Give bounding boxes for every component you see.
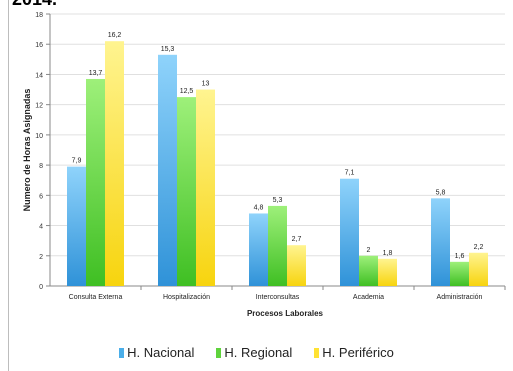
y-tick-label: 16: [35, 42, 43, 49]
bar-2-4: [469, 252, 488, 286]
bar-2-0: [105, 41, 124, 287]
x-tick-label: Administración: [437, 294, 483, 301]
y-tick-label: 2: [39, 254, 43, 261]
bar-0-0: [67, 166, 86, 286]
axes: 0 2 4 6 8 10 12 14 16 18 Consulta Externa Hospitali…: [35, 12, 506, 301]
y-tick-label: 8: [39, 163, 43, 170]
bar-1-2: [268, 205, 287, 286]
data-label: 7,9: [72, 158, 82, 165]
data-label: 16,2: [108, 32, 122, 39]
data-label: 2: [367, 247, 371, 254]
x-tick-label: Academia: [353, 294, 384, 301]
x-tick-label: Consulta Externa: [69, 294, 123, 301]
bar-1-0: [86, 78, 105, 286]
data-label: 2,7: [292, 236, 302, 243]
bar-1-1: [177, 97, 196, 286]
y-tick-label: 10: [35, 133, 43, 140]
legend-item: H. Nacional: [119, 345, 194, 360]
bar-0-4: [431, 198, 450, 286]
bar-1-4: [450, 261, 469, 286]
bar-chart: 0 2 4 6 8 10 12 14 16 18 Consulta Externa Hospitali…: [22, 12, 506, 318]
legend-label: H. Nacional: [127, 345, 195, 360]
bar-2-3: [378, 258, 397, 286]
data-label: 13,7: [89, 70, 103, 77]
y-tick-label: 0: [39, 284, 43, 291]
legend-label: H. Regional: [224, 345, 293, 360]
legend-item: H. Regional: [216, 345, 292, 360]
legend-swatch: [314, 347, 320, 358]
bar-1-3: [359, 255, 378, 286]
bar-2-2: [287, 245, 306, 286]
bar-2-1: [196, 89, 215, 286]
y-tick-label: 12: [35, 103, 43, 110]
data-labels: 7,9 13,7 16,2 15,3 12,5 13 4,8 5,3 2,7 7,1 2 1,8 5,8…: [72, 32, 484, 260]
x-tick-label: Hospitalización: [163, 294, 210, 301]
data-label: 13: [202, 81, 210, 88]
bar-0-3: [340, 178, 359, 286]
data-label: 1,6: [455, 253, 465, 260]
y-axis-title: Numero de Horas Asignadas: [22, 89, 32, 212]
legend-label: H. Periférico: [322, 345, 394, 360]
bar-0-1: [158, 54, 177, 286]
bar-0-2: [249, 213, 268, 286]
data-label: 1,8: [383, 250, 393, 257]
legend-swatch: [216, 347, 222, 358]
chart-title: 2014.: [12, 0, 57, 10]
y-tick-label: 18: [35, 12, 43, 19]
data-label: 7,1: [345, 170, 355, 177]
bars: [67, 41, 488, 287]
data-label: 5,8: [436, 189, 446, 196]
y-tick-label: 6: [39, 193, 43, 200]
data-label: 2,2: [474, 244, 484, 251]
legend: H. Nacional H. Regional H. Periférico: [0, 345, 513, 360]
y-tick-label: 14: [35, 72, 43, 79]
data-label: 5,3: [273, 197, 283, 204]
legend-item: H. Periférico: [314, 345, 394, 360]
y-tick-label: 4: [39, 224, 43, 231]
x-axis-title: Procesos Laborales: [247, 309, 324, 318]
x-tick-label: Interconsultas: [256, 294, 300, 301]
legend-swatch: [119, 347, 125, 358]
data-label: 12,5: [180, 88, 194, 95]
page-border-line: [8, 0, 9, 371]
data-label: 15,3: [161, 46, 175, 53]
data-label: 4,8: [254, 204, 264, 211]
